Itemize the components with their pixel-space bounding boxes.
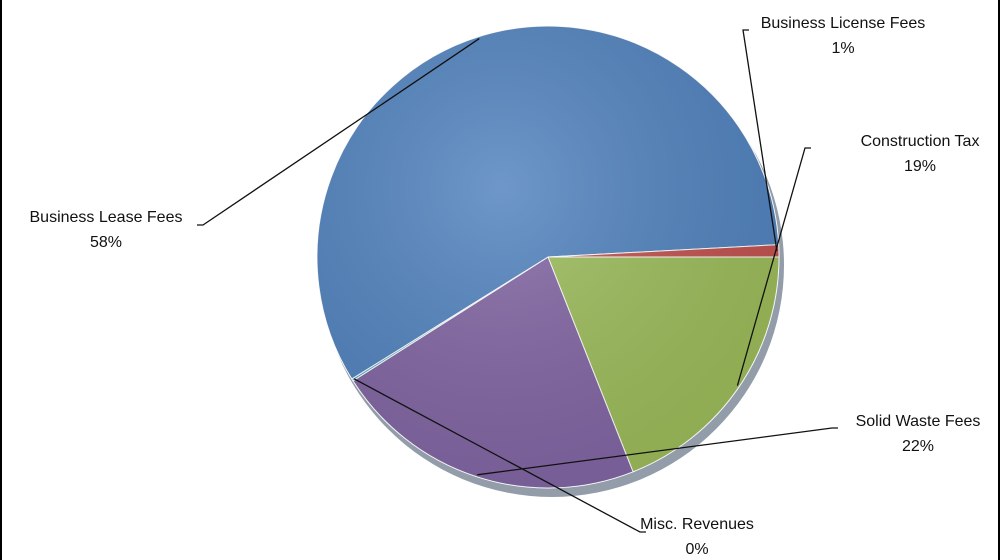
slice-labels: Construction Tax 19% Solid Waste Fees 22% Mi… — [30, 15, 981, 558]
slice-percent-solid-waste-fees: 22% — [902, 438, 934, 455]
leader-line-business-license-fees — [742, 29, 778, 251]
slice-label-misc-revenues: Misc. Revenues — [640, 516, 754, 533]
leader-line-business-lease-fees — [197, 38, 480, 226]
slice-label-solid-waste-fees: Solid Waste Fees — [856, 413, 981, 430]
slice-percent-business-license-fees: 1% — [831, 40, 854, 57]
leader-line-construction-tax — [736, 147, 811, 386]
pie-slices — [316, 25, 780, 489]
leader-line-solid-waste-fees — [477, 427, 838, 476]
frame-right-border — [998, 0, 1000, 560]
frame-left-border — [0, 0, 2, 560]
slice-percent-construction-tax: 19% — [904, 158, 936, 175]
slice-percent-business-lease-fees: 58% — [90, 234, 122, 251]
leader-lines — [197, 29, 838, 533]
slice-percent-misc-revenues: 0% — [685, 541, 708, 558]
slice-label-business-lease-fees: Business Lease Fees — [30, 209, 183, 226]
slice-label-construction-tax: Construction Tax — [861, 133, 980, 150]
leader-line-misc-revenues — [353, 378, 646, 533]
slice-label-business-license-fees: Business License Fees — [761, 15, 926, 32]
